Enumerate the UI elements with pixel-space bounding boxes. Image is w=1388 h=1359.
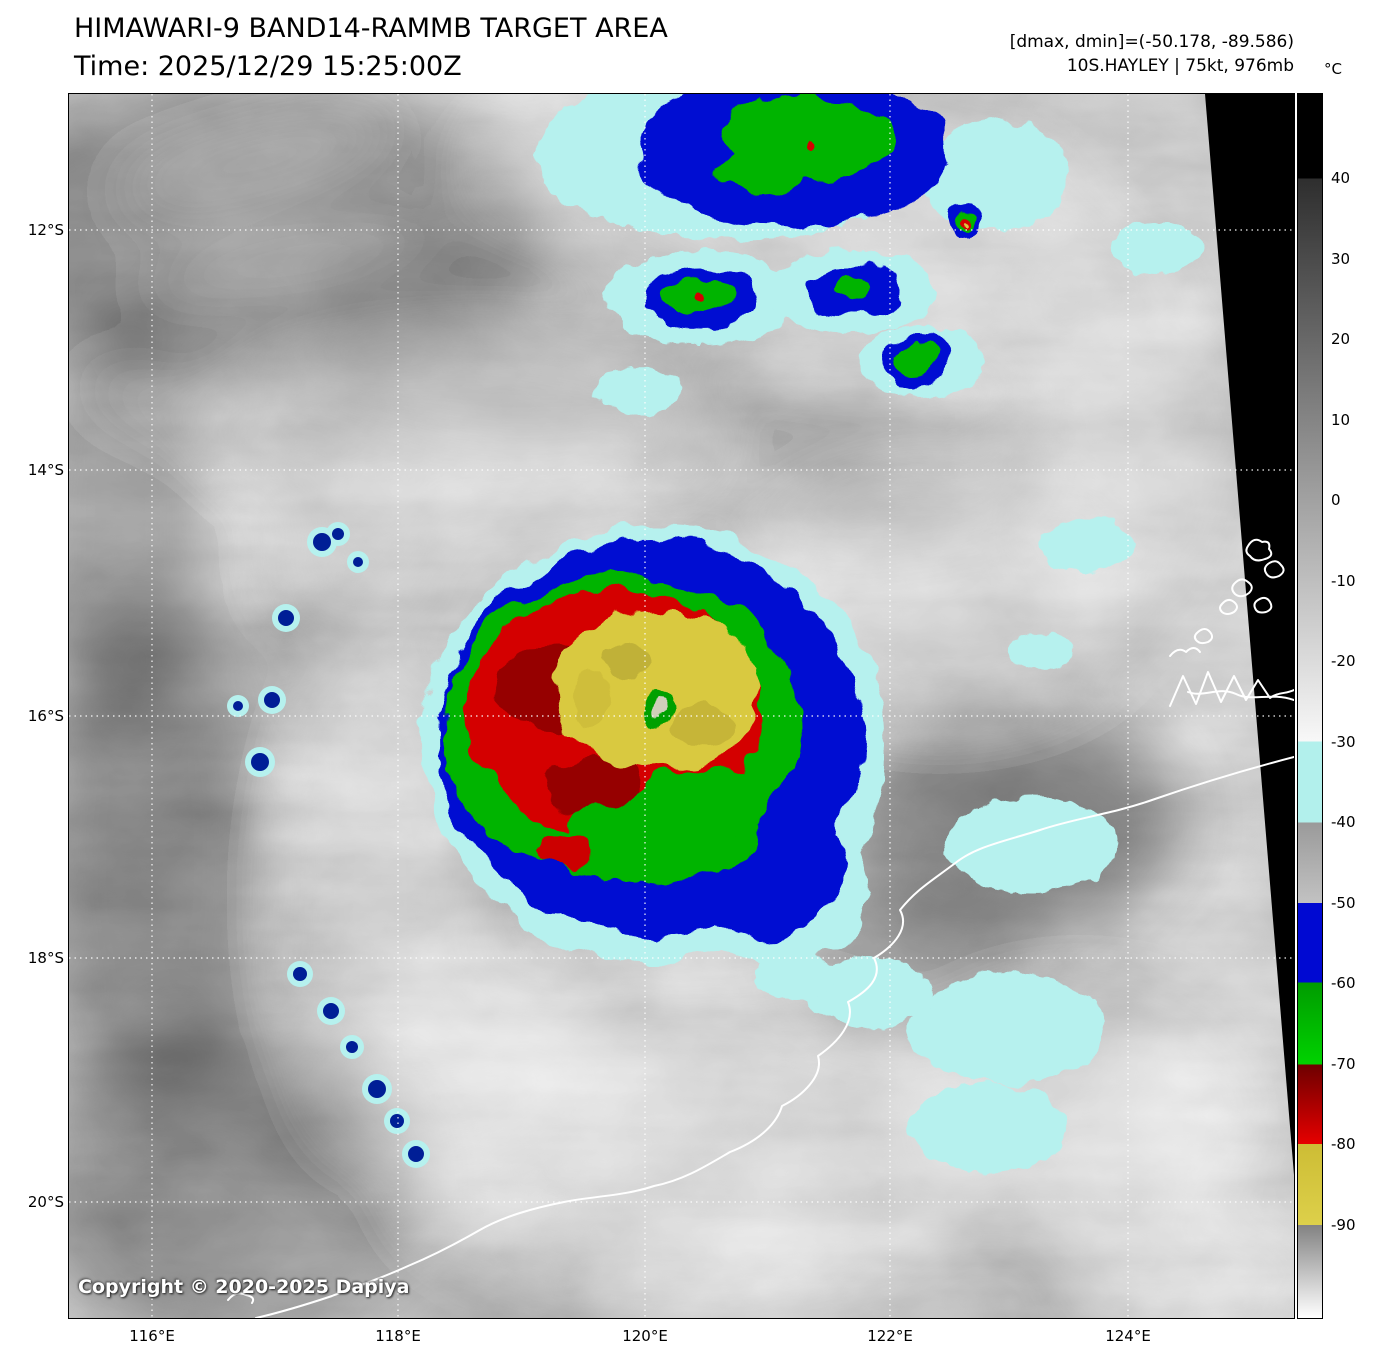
colorbar-tick: -80 (1331, 1135, 1356, 1153)
colorbar-tick: 0 (1331, 491, 1341, 509)
header-right: [dmax, dmin]=(-50.178, -89.586) 10S.HAYL… (1010, 30, 1294, 78)
lat-label: 18°S (27, 949, 64, 967)
colorbar-tick: 40 (1331, 169, 1351, 187)
colorbar-tick: 10 (1331, 411, 1351, 429)
colorbar-tick: -20 (1331, 652, 1356, 670)
page-title: HIMAWARI-9 BAND14-RAMMB TARGET AREA (74, 13, 668, 44)
colorbar-tick: -60 (1331, 974, 1356, 992)
lat-label: 12°S (27, 221, 64, 239)
colorbar-tick: 20 (1331, 330, 1351, 348)
lat-label: 16°S (27, 707, 64, 725)
lat-label: 20°S (27, 1193, 64, 1211)
lon-label: 124°E (1105, 1327, 1151, 1345)
image-time: Time: 2025/12/29 15:25:00Z (74, 51, 462, 82)
scan-edge-black (1205, 94, 1294, 1175)
lon-label: 120°E (622, 1327, 668, 1345)
dmax-dmin-readout: [dmax, dmin]=(-50.178, -89.586) (1009, 32, 1294, 52)
colorbar-tick: -40 (1331, 813, 1356, 831)
colorbar-tick: -10 (1331, 572, 1356, 590)
colorbar-tick: -90 (1331, 1216, 1356, 1234)
copyright-text: Copyright © 2020-2025 Dapiya (78, 1276, 410, 1298)
convective-cluster-north (640, 94, 981, 384)
satellite-image-layer (69, 94, 1294, 1318)
lat-label: 14°S (27, 461, 64, 479)
temperature-colorbar (1297, 93, 1323, 1319)
lon-label: 118°E (375, 1327, 421, 1345)
colorbar-tick: -50 (1331, 894, 1356, 912)
lon-label: 122°E (867, 1327, 913, 1345)
colorbar-unit: °C (1324, 60, 1342, 78)
colorbar-tick: -30 (1331, 733, 1356, 751)
gridlines (69, 94, 1294, 1318)
satellite-map: Copyright © 2020-2025 Dapiya (68, 93, 1295, 1319)
cyclone-hayley (423, 526, 887, 964)
coastline (227, 538, 1294, 1318)
colorbar-tick: -70 (1331, 1055, 1356, 1073)
colorbar-tick: 30 (1331, 250, 1351, 268)
header-titles: HIMAWARI-9 BAND14-RAMMB TARGET AREA Time… (74, 10, 668, 86)
spiral-band-specks (227, 522, 430, 1168)
lon-label: 116°E (129, 1327, 175, 1345)
storm-info: 10S.HAYLEY | 75kt, 976mb (1066, 56, 1294, 76)
